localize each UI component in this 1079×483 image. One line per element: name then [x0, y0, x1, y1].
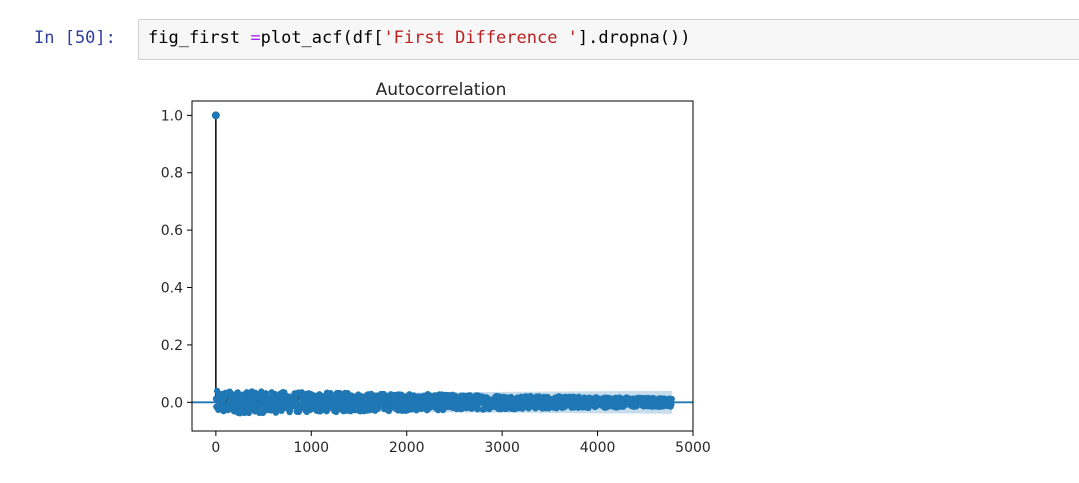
acf-marker [474, 406, 481, 413]
x-tick-label: 2000 [389, 440, 425, 456]
code-call-open: plot_acf(df[ [260, 28, 384, 48]
y-tick-label: 0.8 [161, 166, 183, 182]
code-line[interactable]: fig_first =plot_acf(df['First Difference… [148, 28, 691, 48]
acf-marker [262, 390, 270, 397]
code-operator: = [250, 28, 261, 48]
y-tick-label: 0.4 [161, 281, 183, 297]
markers [211, 111, 675, 417]
output-area: Autocorrelation 0 1000 2000 3000 4000 5000 0.0… [140, 70, 720, 470]
x-tick-label: 3000 [484, 440, 520, 456]
x-tick-label: 1000 [293, 440, 329, 456]
code-call-close: ].dropna()) [577, 28, 691, 48]
acf-marker-lag-0 [211, 111, 220, 120]
y-tick-label: 0.2 [161, 338, 183, 354]
stems [215, 115, 673, 414]
acf-marker [668, 395, 675, 403]
x-tick-label: 0 [211, 440, 220, 456]
code-variable: fig_first [148, 28, 251, 48]
plot-frame [191, 100, 694, 432]
y-tick-label: 0.0 [161, 395, 183, 411]
chart-title: Autocorrelation [376, 80, 507, 100]
ticks: 0 1000 2000 3000 4000 5000 0.0 0.2 0.4 0.6 0.8 1.0 [161, 108, 711, 456]
axes [191, 100, 694, 432]
y-tick-label: 0.6 [161, 223, 183, 239]
x-tick-label: 5000 [675, 440, 711, 456]
y-tick-label: 1.0 [161, 108, 183, 124]
code-string: 'First Difference ' [383, 28, 578, 48]
acf-chart: Autocorrelation 0 1000 2000 3000 4000 5000 0.0… [161, 80, 711, 456]
code-input-area[interactable]: fig_first =plot_acf(df['First Difference… [138, 19, 1079, 60]
input-prompt: In [50]: [34, 28, 116, 48]
x-tick-label: 4000 [580, 440, 616, 456]
